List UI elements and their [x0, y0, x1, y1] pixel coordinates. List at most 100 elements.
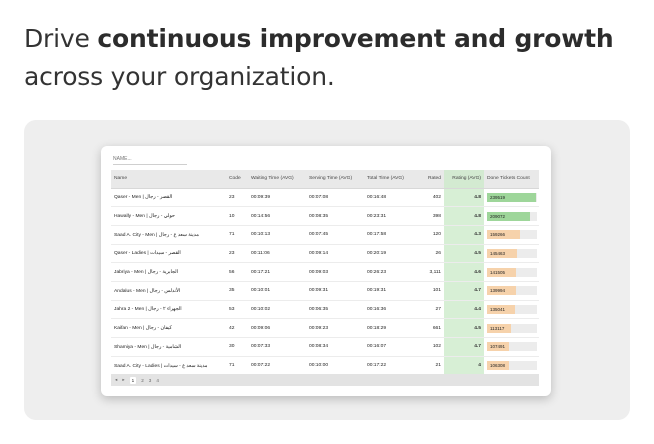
cell-total-time: 00:18:29 — [364, 318, 416, 338]
cell-waiting-time: 00:17:21 — [248, 262, 306, 282]
cell-code: 23 — [226, 188, 248, 208]
cell-rating: 4.6 — [444, 262, 484, 282]
column-header-rating[interactable]: Rating (AVG) — [444, 170, 484, 189]
table-row[interactable]: Shamiya - Men | الشامية - رجال 30 00:07:33… — [111, 337, 539, 357]
cell-waiting-time: 00:10:13 — [248, 225, 306, 245]
table-row[interactable]: Hawally - Men | حولي - رجال 10 00:14:56 00:… — [111, 206, 539, 226]
done-tickets-bar-fill — [487, 361, 509, 371]
cell-rated: 26 — [416, 244, 444, 264]
column-header-waiting-time[interactable]: Waiting Time (AVG) — [248, 170, 306, 189]
cell-rating: 4.8 — [444, 206, 484, 226]
cell-done-tickets: 107491 — [484, 337, 539, 357]
cell-name: Shamiya - Men | الشامية - رجال — [111, 337, 226, 357]
prev-page-button[interactable]: ◂ — [115, 377, 118, 382]
cell-waiting-time: 00:07:33 — [248, 337, 306, 357]
table-row[interactable]: Qaser - Ladies | القصر - سيدات 23 00:11:06… — [111, 244, 539, 264]
column-header-name[interactable]: Name — [111, 170, 226, 189]
table-row[interactable]: Andalus - Men | الأندلس - رجال 35 00:10:01… — [111, 281, 539, 301]
cell-serving-time: 00:08:35 — [306, 206, 364, 226]
done-tickets-bar: 135041 — [487, 304, 537, 314]
column-header-serving-time[interactable]: Serving Time (AVG) — [306, 170, 364, 189]
done-tickets-value: 159266 — [490, 232, 506, 238]
page-4-button[interactable]: 4 — [156, 377, 159, 383]
headline-text-end: across your organization. — [24, 62, 335, 91]
column-header-done-tickets[interactable]: Done Tickets Count — [484, 170, 539, 189]
cell-waiting-time: 00:09:39 — [248, 188, 306, 208]
done-tickets-bar-fill — [487, 286, 516, 296]
cell-waiting-time: 00:10:01 — [248, 281, 306, 301]
cell-rating: 4 — [444, 356, 484, 376]
table-row[interactable]: Saad A. City - Men | مدينة سعد ع - رجال 7… — [111, 225, 539, 245]
table-row[interactable]: Qaser - Men | القصر - رجال 23 00:09:39 00:0… — [111, 188, 539, 208]
cell-code: 30 — [226, 337, 248, 357]
cell-code: 56 — [226, 262, 248, 282]
cell-serving-time: 00:09:23 — [306, 318, 364, 338]
cell-total-time: 00:16:36 — [364, 300, 416, 320]
cell-rated: 27 — [416, 300, 444, 320]
cell-rating: 4.5 — [444, 318, 484, 338]
page-2-button[interactable]: 2 — [141, 377, 144, 383]
cell-total-time: 00:16:48 — [364, 188, 416, 208]
pagination: ◂ ▸ 1 2 3 4 — [111, 374, 539, 386]
done-tickets-bar: 107491 — [487, 342, 537, 352]
cell-rated: 120 — [416, 225, 444, 245]
next-page-button[interactable]: ▸ — [122, 377, 125, 382]
cell-code: 71 — [226, 225, 248, 245]
column-header-rated[interactable]: Rated — [416, 170, 444, 189]
headline: Drive continuous improvement and growth … — [24, 20, 624, 96]
cell-rated: 398 — [416, 206, 444, 226]
cell-total-time: 00:23:31 — [364, 206, 416, 226]
done-tickets-value: 113117 — [490, 325, 505, 331]
cell-rated: 21 — [416, 356, 444, 376]
cell-serving-time: 00:09:03 — [306, 262, 364, 282]
done-tickets-value: 135041 — [490, 306, 506, 312]
cell-name: Qaser - Men | القصر - رجال — [111, 188, 226, 208]
cell-name: Saad A. City - Ladies | مدينة سعد ع - سي… — [111, 356, 226, 376]
done-tickets-bar: 239519 — [487, 192, 537, 202]
column-header-total-time[interactable]: Total Time (AVG) — [364, 170, 416, 189]
table-row[interactable]: Saad A. City - Ladies | مدينة سعد ع - سي… — [111, 356, 539, 376]
done-tickets-bar-fill — [487, 230, 520, 240]
cell-done-tickets: 145463 — [484, 244, 539, 264]
done-tickets-bar: 145463 — [487, 248, 537, 258]
cell-done-tickets: 139994 — [484, 281, 539, 301]
done-tickets-bar: 209072 — [487, 211, 537, 221]
cell-code: 10 — [226, 206, 248, 226]
cell-rated: 402 — [416, 188, 444, 208]
done-tickets-bar: 159266 — [487, 230, 537, 240]
table-row[interactable]: Kaifan - Men | كيفان - رجال 42 00:09:06 00:… — [111, 318, 539, 338]
page-3-button[interactable]: 3 — [148, 377, 152, 383]
cell-rated: 102 — [416, 337, 444, 357]
cell-done-tickets: 159266 — [484, 225, 539, 245]
cell-total-time: 00:17:22 — [364, 356, 416, 376]
cell-code: 35 — [226, 281, 248, 301]
done-tickets-bar: 141505 — [487, 267, 537, 277]
done-tickets-bar-fill — [487, 267, 516, 277]
cell-rating: 4.8 — [444, 188, 484, 208]
done-tickets-bar-fill — [487, 342, 509, 352]
cell-waiting-time: 00:07:22 — [248, 356, 306, 376]
cell-name: Hawally - Men | حولي - رجال — [111, 206, 226, 226]
table-row[interactable]: Jahra 2 - Men | الجهراء ٢ - رجال 53 00:10:… — [111, 300, 539, 320]
cell-done-tickets: 209072 — [484, 206, 539, 226]
table-row[interactable]: Jabriya - Men | الجابرية - رجال 56 00:17:2… — [111, 262, 539, 282]
done-tickets-value: 209072 — [490, 213, 506, 219]
cell-rated: 101 — [416, 281, 444, 301]
done-tickets-value: 141505 — [490, 269, 506, 275]
column-header-code[interactable]: Code — [226, 170, 248, 189]
done-tickets-value: 106308 — [490, 363, 506, 369]
cell-rating: 4.5 — [444, 244, 484, 264]
cell-rating: 4.3 — [444, 225, 484, 245]
cell-name: Kaifan - Men | كيفان - رجال — [111, 318, 226, 338]
done-tickets-bar: 106308 — [487, 361, 537, 371]
done-tickets-value: 145463 — [490, 250, 506, 256]
page-1-button[interactable]: 1 — [129, 376, 137, 384]
name-filter-input[interactable] — [113, 154, 187, 165]
done-tickets-value: 139994 — [490, 288, 506, 294]
cell-waiting-time: 00:14:56 — [248, 206, 306, 226]
cell-rating: 4.7 — [444, 281, 484, 301]
table-header-row: Name Code Waiting Time (AVG) Serving Tim… — [111, 170, 539, 189]
cell-total-time: 00:17:58 — [364, 225, 416, 245]
cell-done-tickets: 106308 — [484, 356, 539, 376]
done-tickets-bar-fill — [487, 192, 536, 202]
